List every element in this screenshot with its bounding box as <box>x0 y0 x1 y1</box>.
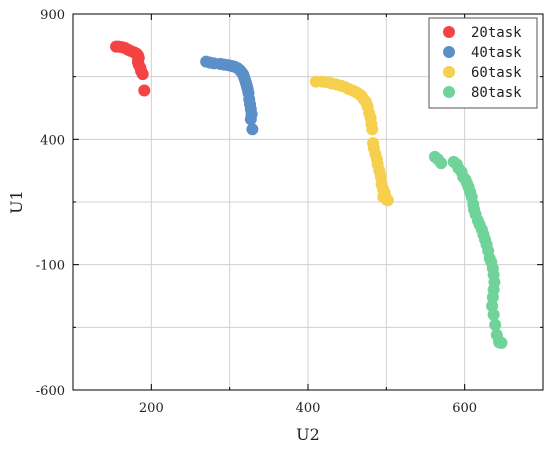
data-point <box>435 157 448 170</box>
series-20task <box>110 40 151 97</box>
data-point <box>246 123 259 136</box>
series-80task <box>428 150 508 349</box>
legend: 20task 40task 60task 80task <box>428 17 538 109</box>
data-point <box>244 113 257 126</box>
y-tick-label: 400 <box>40 133 65 148</box>
data-points <box>110 40 508 349</box>
legend-label: 80task <box>471 85 522 101</box>
data-point <box>489 318 502 331</box>
data-point <box>136 68 149 81</box>
legend-label: 40task <box>471 45 522 61</box>
data-point <box>366 123 379 136</box>
data-point <box>493 335 506 348</box>
x-tick-label: 200 <box>139 401 164 416</box>
x-tick-label: 600 <box>452 401 477 416</box>
legend-marker <box>443 46 455 58</box>
legend-marker <box>443 26 455 38</box>
data-point <box>378 190 391 203</box>
axis-ticks: 200 400 600 -600 -100 400 900 <box>36 8 543 416</box>
data-point <box>487 308 500 321</box>
data-point <box>138 84 151 97</box>
series-40task <box>200 55 259 136</box>
y-tick-label: 900 <box>40 8 65 23</box>
y-axis-label: U1 <box>7 190 26 214</box>
y-tick-label: -600 <box>36 384 65 399</box>
legend-label: 60task <box>471 65 522 81</box>
data-point <box>486 291 499 304</box>
legend-marker <box>443 66 455 78</box>
x-tick-label: 400 <box>296 401 321 416</box>
legend-label: 20task <box>471 25 522 41</box>
series-60task <box>309 75 394 207</box>
x-axis-label: U2 <box>296 425 320 444</box>
y-tick-label: -100 <box>36 259 65 274</box>
legend-marker <box>443 86 455 98</box>
